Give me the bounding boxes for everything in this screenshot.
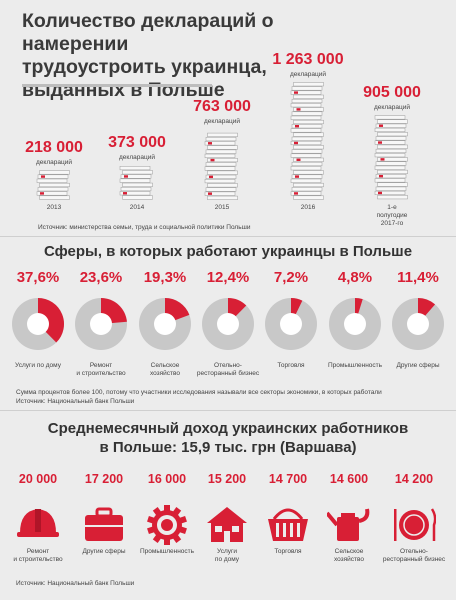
paper-stack: [204, 132, 238, 200]
income-label: и строительство: [13, 556, 63, 563]
declaration-year: 2017-го: [380, 220, 404, 227]
sphere-percent: 19,3%: [143, 269, 187, 286]
income-label: Ремонт: [26, 548, 50, 555]
hard-hat-icon: [17, 509, 59, 537]
title-underline: [22, 84, 212, 87]
paper-stack: [290, 82, 324, 200]
donut-hole: [90, 313, 112, 335]
sphere-percent: 7,2%: [273, 269, 309, 286]
sphere-donut: [12, 298, 64, 350]
sphere-donut: [139, 298, 191, 350]
income-value: 20 000: [18, 472, 58, 486]
income-value: 14 700: [268, 472, 308, 486]
spheres-title: Сферы, в которых работают украинцы в Пол…: [43, 243, 413, 260]
sphere-label: хозяйство: [149, 370, 181, 377]
declaration-value: 218 000: [25, 139, 83, 156]
income-title-line: Среднемесячный доход украинских работник…: [47, 420, 409, 437]
watering-can-icon: [327, 508, 370, 541]
paper-stack: [119, 166, 153, 200]
income-title: Среднемесячный доход украинских работник…: [0, 419, 456, 457]
basket-icon: [268, 508, 308, 541]
sphere-label: и строительство: [76, 370, 126, 377]
sphere-label: Другие сферы: [396, 362, 440, 369]
income-label: Другие сферы: [82, 548, 126, 555]
declarations-source: Источник: министерства семьи, труда и со…: [38, 224, 251, 231]
donut-hole: [344, 313, 366, 335]
declaration-value: 905 000: [363, 84, 421, 102]
income-label: по дому: [214, 556, 240, 563]
sphere-donut: [202, 298, 254, 350]
declaration-year: полугодие: [376, 212, 408, 219]
sphere-label: Сельское: [150, 362, 180, 369]
spheres-note: Сумма процентов более 100, потому что уч…: [16, 389, 382, 396]
declaration-year: 2014: [129, 204, 145, 211]
sphere-percent: 37,6%: [16, 269, 60, 286]
sphere-donut: [265, 298, 317, 350]
income-label: Торговля: [274, 548, 302, 555]
paper-stack: [36, 170, 70, 200]
title-line: Количество деклараций о намерении: [22, 10, 274, 55]
house-icon: [207, 507, 247, 542]
sphere-label: Ремонт: [89, 362, 113, 369]
declaration-unit: деклараций: [374, 104, 410, 112]
donut-share: [38, 298, 64, 343]
income-value: 16 000: [147, 472, 187, 486]
income-value: 14 600: [329, 472, 369, 486]
declaration-unit: деклараций: [204, 117, 240, 125]
income-label: Услуги: [217, 548, 237, 555]
income-label: ресторанный бизнес: [382, 556, 446, 563]
sphere-label: Торговля: [277, 362, 305, 369]
divider: [0, 236, 456, 237]
income-label: хозяйство: [333, 556, 365, 563]
title-line: трудоустроить украинца,: [22, 56, 267, 78]
spheres-source: Источник: Национальный банк Польши: [16, 398, 135, 405]
divider: [0, 410, 456, 411]
declaration-value: 1 263 000: [272, 51, 344, 68]
declaration-year: 2016: [300, 204, 316, 211]
sphere-percent: 4,8%: [337, 269, 373, 286]
plate-cutlery-icon: [394, 508, 436, 541]
gear-icon: [147, 505, 187, 545]
donut-hole: [407, 313, 429, 335]
income-value: 17 200: [84, 472, 124, 486]
declaration-unit: деклараций: [119, 154, 155, 162]
paper-stack: [374, 115, 408, 200]
income-label: Промышленность: [139, 548, 195, 555]
sphere-label: Промышленность: [327, 362, 383, 369]
donut-hole: [154, 313, 176, 335]
sphere-donut: [392, 298, 444, 350]
suitcase-icon: [85, 507, 123, 541]
sphere-percent: 11,4%: [397, 269, 439, 286]
donut-hole: [217, 313, 239, 335]
declaration-year: 2015: [214, 204, 230, 211]
sphere-label: Отельно-: [214, 362, 242, 369]
sphere-label: ресторанный бизнес: [196, 370, 260, 377]
declaration-year: 2013: [46, 204, 62, 211]
declaration-year: 1-е: [387, 204, 397, 211]
income-value: 14 200: [394, 472, 434, 486]
declaration-value: 373 000: [108, 134, 166, 152]
income-title-line: в Польше: 15,9 тыс. грн (Варшава): [99, 439, 357, 456]
donut-hole: [27, 313, 49, 335]
sphere-percent: 12,4%: [206, 269, 250, 286]
sphere-percent: 23,6%: [79, 269, 123, 286]
declaration-value: 763 000: [193, 97, 251, 115]
donut-hole: [280, 313, 302, 335]
sphere-label: Услуги по дому: [15, 362, 61, 369]
income-value: 15 200: [207, 472, 247, 486]
income-source: Источник: Национальный банк Польши: [16, 580, 135, 587]
sphere-donut: [329, 298, 381, 350]
income-label: Сельское: [334, 548, 364, 555]
declaration-unit: деклараций: [290, 71, 326, 78]
declaration-unit: деклараций: [36, 159, 72, 166]
income-label: Отельно-: [400, 548, 428, 555]
sphere-donut: [75, 298, 127, 350]
